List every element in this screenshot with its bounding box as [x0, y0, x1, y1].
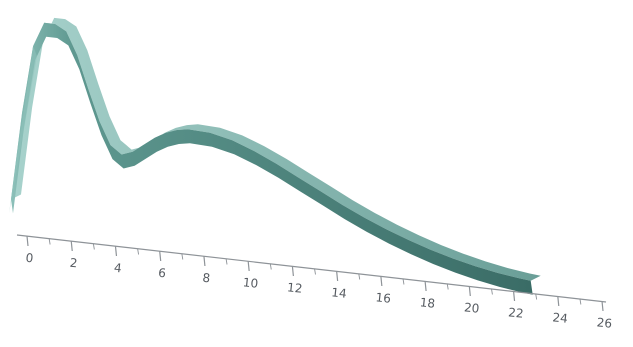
x-tick-label: 6: [158, 266, 167, 281]
x-tick-label: 20: [463, 300, 480, 316]
x-tick-label: 16: [375, 290, 392, 306]
x-tick: [468, 285, 471, 297]
x-tick: [402, 278, 405, 285]
x-tick: [137, 248, 140, 255]
x-tick: [114, 245, 118, 257]
x-tick: [269, 263, 272, 270]
x-tick-label: 10: [242, 275, 259, 291]
x-tick: [512, 290, 516, 302]
x-tick-label: 4: [113, 261, 122, 276]
ribbon-top-surface: [11, 17, 541, 281]
x-tick: [26, 235, 29, 247]
x-tick: [490, 288, 493, 295]
x-tick: [70, 240, 73, 252]
x-tick: [203, 255, 206, 267]
x-tick-label: 14: [331, 285, 348, 301]
x-tick: [159, 250, 162, 262]
x-tick-label: 0: [25, 251, 34, 266]
x-tick: [247, 260, 250, 272]
x-tick-label: 18: [419, 295, 436, 311]
x-tick: [314, 268, 316, 275]
x-tick: [535, 293, 538, 300]
x-tick: [225, 258, 228, 265]
ribbon-front-face: [11, 22, 533, 295]
x-tick: [336, 270, 339, 282]
x-tick: [291, 265, 294, 277]
x-tick: [446, 283, 449, 290]
x-axis-line: [16, 234, 607, 303]
x-tick: [181, 253, 184, 260]
x-tick: [358, 273, 361, 280]
ribbon-layer: [9, 17, 541, 295]
x-tick-label: 24: [552, 310, 569, 326]
x-tick: [380, 275, 383, 287]
x-tick-label: 26: [596, 315, 613, 331]
x-tick-label: 12: [286, 280, 303, 296]
x-axis: 0 2 4 6 8 10 12 14 16 18 20 22 24 26: [16, 234, 613, 331]
x-tick-label: 8: [202, 271, 211, 286]
x-tick: [48, 238, 51, 245]
x-tick: [579, 298, 582, 305]
x-tick-label: 22: [508, 305, 525, 321]
x-tick-label: 2: [69, 256, 78, 271]
x-tick: [557, 295, 560, 307]
x-tick: [424, 280, 427, 292]
x-tick: [92, 243, 95, 250]
ribbon-left-wall: [9, 46, 37, 214]
x-tick: [601, 300, 604, 312]
